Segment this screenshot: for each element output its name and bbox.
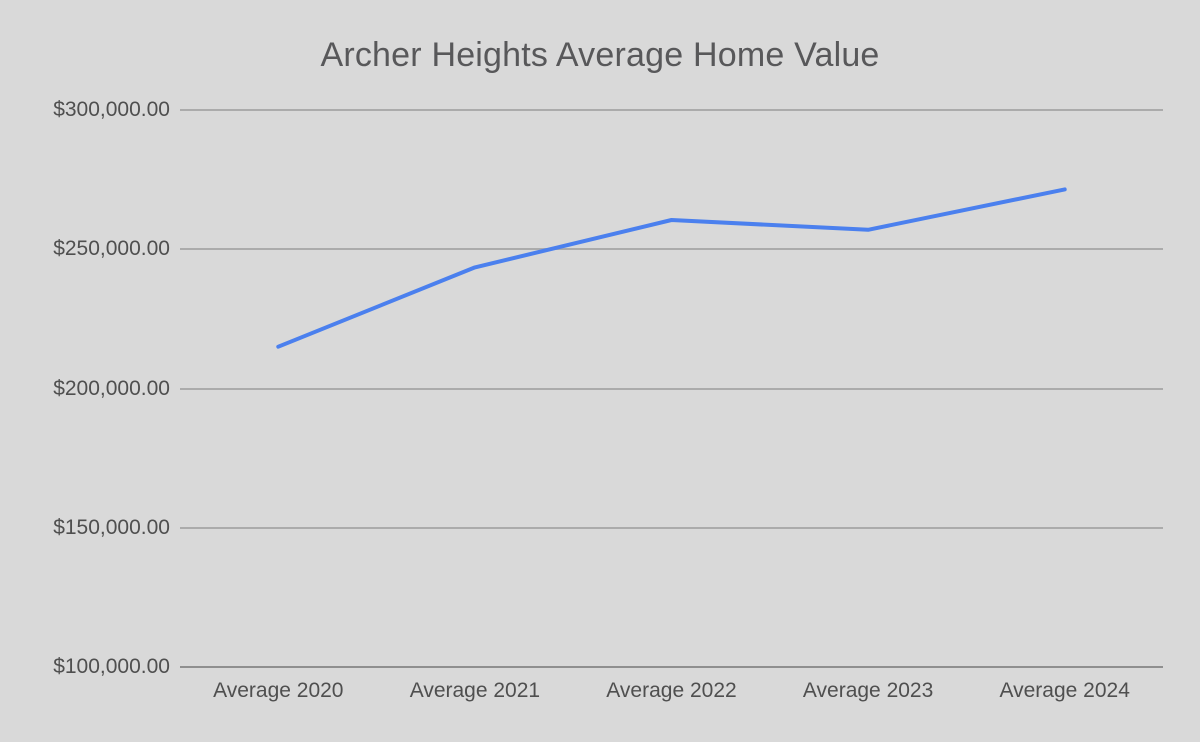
x-tick-label: Average 2024 bbox=[999, 679, 1130, 702]
y-tick-label: $150,000.00 bbox=[53, 515, 170, 539]
gridline bbox=[180, 526, 1163, 529]
x-tick-label: Average 2020 bbox=[213, 679, 344, 702]
gridline bbox=[180, 248, 1163, 251]
series-line bbox=[276, 187, 1067, 349]
y-tick-label: $200,000.00 bbox=[53, 376, 170, 400]
gridline bbox=[180, 387, 1163, 390]
line-series bbox=[276, 187, 1067, 349]
y-tick-label: $100,000.00 bbox=[53, 655, 170, 678]
x-axis-line bbox=[180, 666, 1163, 668]
x-tick-label: Average 2021 bbox=[409, 679, 541, 702]
plot-area bbox=[180, 109, 1163, 668]
y-tick-label: $250,000.00 bbox=[53, 237, 170, 261]
x-tick-label: Average 2022 bbox=[606, 679, 737, 702]
chart-title: Archer Heights Average Home Value bbox=[320, 36, 880, 74]
gridline bbox=[180, 109, 1163, 111]
x-tick-label: Average 2023 bbox=[802, 679, 934, 702]
y-tick-label: $300,000.00 bbox=[53, 98, 170, 121]
